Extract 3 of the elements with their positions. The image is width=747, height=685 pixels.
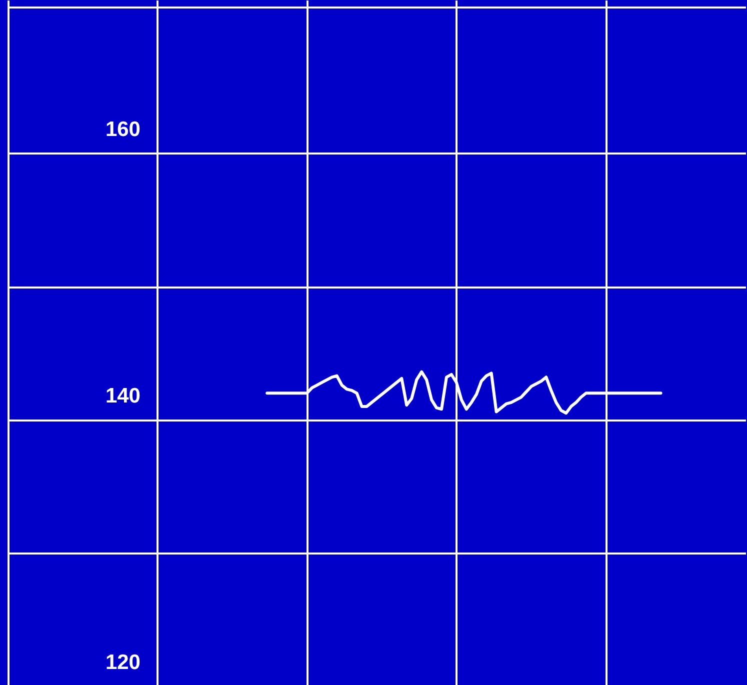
y-tick-label: 120	[105, 650, 140, 674]
y-tick-label: 140	[105, 384, 140, 408]
y-tick-label: 160	[105, 118, 140, 141]
